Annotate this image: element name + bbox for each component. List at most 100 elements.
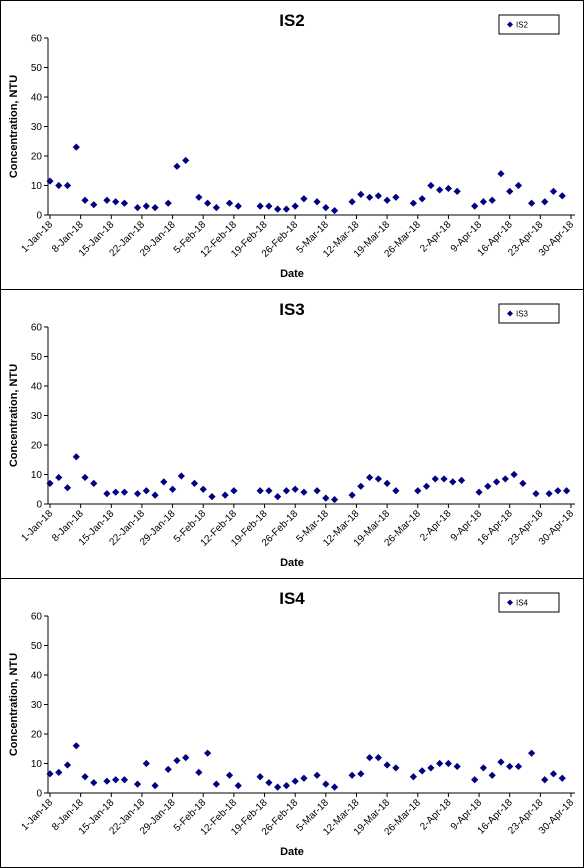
data-point	[46, 770, 54, 778]
data-point	[506, 187, 514, 195]
data-point	[195, 193, 203, 201]
y-tick-label: 50	[31, 63, 43, 74]
data-point	[322, 494, 330, 502]
data-point	[103, 490, 111, 498]
data-point	[90, 779, 98, 787]
data-point	[103, 196, 111, 204]
data-point	[330, 495, 339, 504]
data-point	[199, 485, 207, 493]
data-point	[282, 782, 291, 790]
data-point	[444, 759, 453, 768]
x-tick-label: 1-Jan-18	[19, 219, 55, 255]
data-point	[164, 765, 172, 773]
data-point	[383, 196, 391, 204]
data-point	[357, 190, 365, 198]
legend-label: IS2	[516, 21, 529, 30]
chart-panel-is4: IS4 0 10 20 30 40 50 60 1-Jan-18 8-Jan-18 15-Jan-1…	[0, 578, 584, 868]
x-tick-label: 1-Jan-18	[19, 797, 55, 833]
data-point	[514, 762, 523, 771]
data-point	[409, 773, 417, 781]
data-point	[453, 762, 461, 771]
legend-box	[498, 592, 560, 613]
y-tick-label: 50	[31, 641, 43, 652]
data-point	[274, 783, 282, 791]
data-point	[182, 156, 190, 165]
data-point	[558, 774, 566, 782]
data-point	[453, 187, 461, 195]
data-point	[313, 198, 321, 206]
data-point	[190, 479, 199, 487]
data-point	[392, 193, 400, 201]
data-point	[313, 771, 321, 779]
data-point	[488, 771, 496, 779]
chart-title: IS2	[279, 11, 305, 30]
chart-is4: IS401020304050601-Jan-188-Jan-1815-Jan-1…	[8, 589, 576, 858]
data-point	[282, 205, 291, 213]
legend-label: IS3	[516, 310, 529, 319]
data-point	[479, 198, 488, 206]
data-point	[527, 749, 536, 757]
data-point	[151, 491, 159, 499]
data-point	[484, 482, 492, 490]
data-point	[418, 767, 426, 775]
data-point	[479, 764, 488, 772]
data-point	[81, 196, 89, 204]
data-point	[383, 479, 391, 487]
data-point	[436, 186, 444, 194]
data-point	[549, 187, 558, 195]
legend-label: IS4	[516, 599, 529, 608]
data-point	[418, 195, 426, 203]
data-point	[133, 780, 142, 788]
data-point	[204, 199, 212, 207]
data-point	[256, 487, 264, 495]
data-point	[300, 774, 308, 782]
data-point	[133, 204, 142, 212]
data-point	[212, 204, 220, 212]
data-point	[563, 487, 571, 495]
data-point	[265, 202, 273, 210]
data-point	[256, 202, 264, 210]
chart-is3: IS301020304050601-Jan-188-Jan-1815-Jan-1…	[8, 300, 576, 569]
data-point	[357, 482, 365, 490]
data-point	[120, 488, 129, 496]
data-point	[422, 482, 431, 490]
data-point	[112, 776, 120, 784]
data-point	[72, 742, 80, 750]
data-point	[392, 764, 400, 772]
x-axis-title: Date	[280, 557, 304, 569]
data-point	[46, 177, 54, 185]
y-tick-label: 20	[31, 441, 43, 452]
data-point	[510, 470, 518, 479]
data-point	[427, 181, 435, 190]
data-point	[322, 780, 330, 788]
data-point	[348, 771, 356, 779]
data-point	[173, 162, 181, 170]
data-point	[120, 776, 129, 784]
data-point	[366, 754, 374, 762]
x-tick-label: 2-Apr-18	[418, 797, 454, 833]
data-point	[545, 490, 553, 498]
data-point	[142, 487, 150, 495]
data-point	[558, 192, 566, 200]
data-point	[282, 487, 291, 495]
data-point	[103, 777, 111, 785]
data-point	[133, 490, 142, 498]
y-tick-label: 60	[31, 323, 43, 334]
y-tick-label: 30	[31, 122, 43, 133]
legend-box	[498, 14, 560, 35]
data-point	[265, 779, 273, 787]
data-point	[457, 476, 466, 484]
y-tick-label: 40	[31, 93, 43, 104]
data-point	[449, 478, 457, 486]
data-point	[63, 484, 72, 492]
data-point	[173, 756, 181, 765]
x-tick-label: 2-Apr-18	[418, 219, 454, 255]
y-tick-label: 40	[31, 382, 43, 393]
data-point	[436, 759, 444, 768]
data-point	[291, 777, 299, 785]
y-axis-title: Concentration, NTU	[8, 364, 20, 467]
chart-title: IS3	[279, 300, 305, 319]
data-point	[300, 195, 308, 203]
data-point	[322, 204, 330, 212]
data-point	[330, 783, 339, 791]
